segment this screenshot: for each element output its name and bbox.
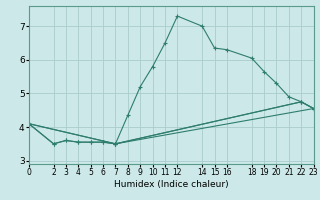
X-axis label: Humidex (Indice chaleur): Humidex (Indice chaleur) bbox=[114, 180, 228, 189]
